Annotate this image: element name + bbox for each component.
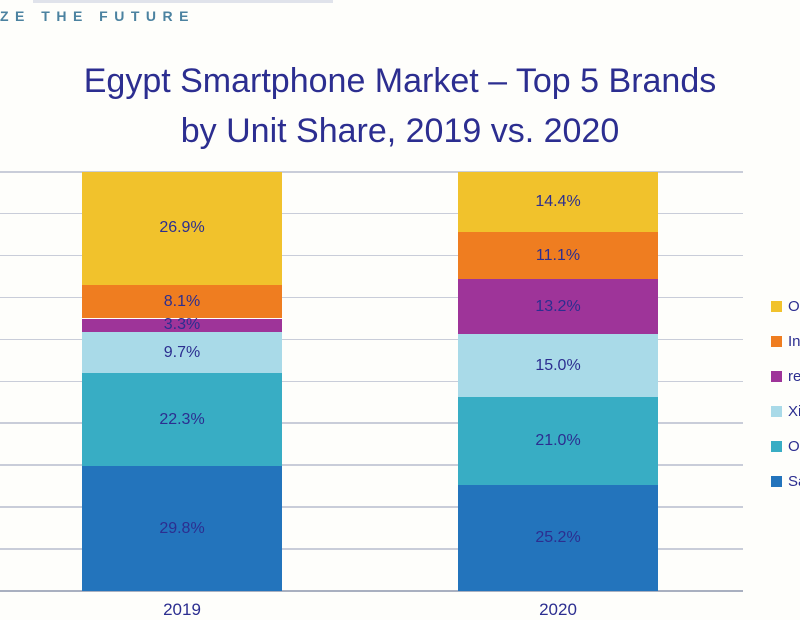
legend-label: O [788,298,800,315]
legend-swatch-icon [771,406,782,417]
chart-legend: O In re Xi O Sa [771,289,800,499]
legend-item: O [771,289,800,324]
segment-value-label: 9.7% [163,343,201,361]
y-gridline [0,548,743,550]
segment-value-label: 3.3% [163,316,201,334]
segment-value-label: 13.2% [535,297,581,315]
legend-swatch-icon [771,336,782,347]
segment-value-label: 14.4% [535,193,581,211]
y-gridline [0,380,743,382]
y-gridline [0,338,743,341]
segment-value-label: 29.8% [159,519,205,537]
y-gridline [0,422,743,424]
chart-title: Egypt Smartphone Market – Top 5 Brands b… [2,56,798,156]
x-axis-label-2020: 2020 [539,600,577,619]
legend-swatch-icon [771,441,782,452]
segment-value-label: 15.0% [535,356,581,374]
bar-segment-2020-o: 21.0% [458,397,658,486]
cropped-logo-remnant [33,0,333,3]
bar-segment-2019-o: 26.9% [82,172,282,285]
y-gridline [0,506,743,508]
legend-label: In [788,333,800,350]
legend-swatch-icon [771,476,782,487]
x-axis-label-2019: 2019 [163,600,201,619]
chart-title-line1: Egypt Smartphone Market – Top 5 Brands [83,62,717,100]
legend-label: Sa [788,473,800,490]
segment-value-label: 25.2% [535,529,581,547]
y-gridline [0,296,743,299]
bar-segment-2019-xi: 9.7% [82,332,282,373]
bar-segment-2020-in: 11.1% [458,232,658,279]
segment-value-label: 11.1% [535,246,581,264]
bar-segment-2019-sa: 29.8% [82,466,282,591]
legend-label: re [788,368,800,385]
bar-segment-2020-xi: 15.0% [458,334,658,398]
segment-value-label: 8.1% [163,292,201,310]
y-gridline [0,464,743,466]
brand-tagline: ZE THE FUTURE [0,8,195,24]
segment-value-label: 21.0% [535,432,581,450]
y-gridline [0,212,743,215]
legend-label: Xi [788,403,800,420]
y-gridline [0,254,743,257]
legend-item: Xi [771,394,800,429]
segment-value-label: 22.3% [159,410,205,428]
bar-segment-2020-sa: 25.2% [458,485,658,591]
bar-segment-2019-o: 22.3% [82,372,282,467]
bar-segment-2020-re: 13.2% [458,278,658,335]
legend-item: Sa [771,464,800,499]
segment-value-label: 26.9% [159,219,205,237]
bar-segment-2019-in: 8.1% [82,284,282,319]
bar-segment-2020-o: 14.4% [458,172,658,233]
x-axis-line [0,590,743,592]
legend-swatch-icon [771,371,782,382]
legend-swatch-icon [771,301,782,312]
legend-item: O [771,429,800,464]
legend-item: In [771,324,800,359]
bar-segment-2019-re: 3.3% [82,316,282,334]
chart-title-line2: by Unit Share, 2019 vs. 2020 [180,112,620,150]
legend-item: re [771,359,800,394]
legend-label: O [788,438,800,455]
y-gridline [0,171,743,173]
